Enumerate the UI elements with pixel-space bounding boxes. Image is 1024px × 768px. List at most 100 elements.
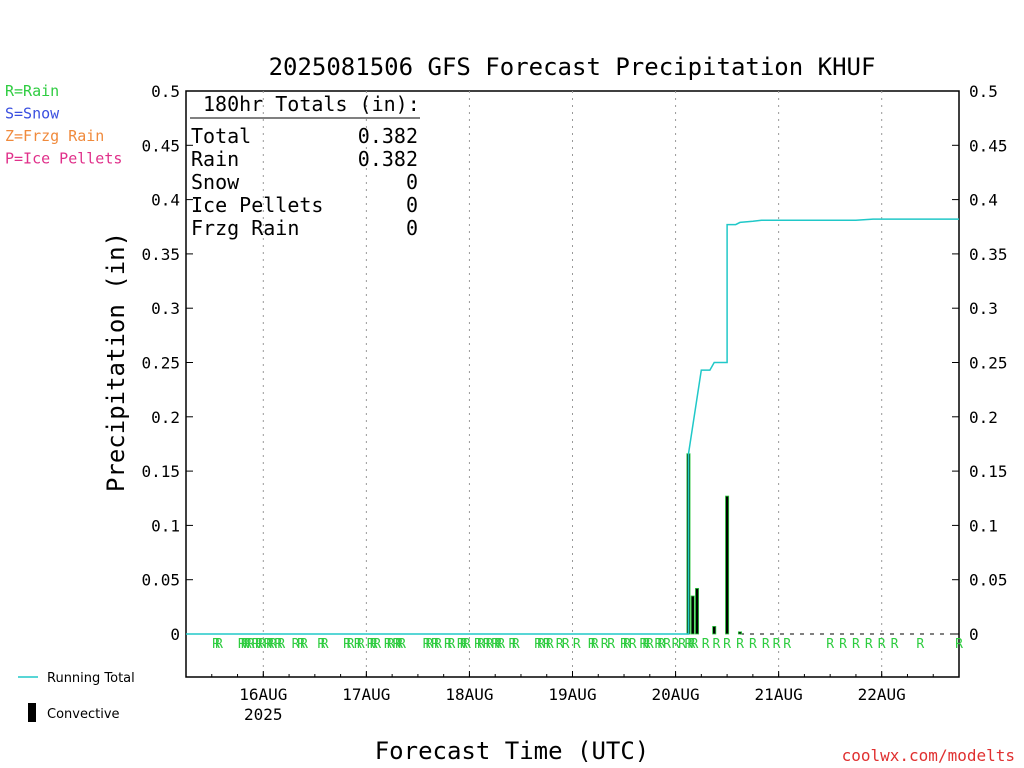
rain-marker: R [620,637,628,652]
rain-marker: R [573,637,581,652]
rain-marker: R [212,637,220,652]
rain-marker: R [215,637,223,652]
rain-marker: R [463,637,471,652]
rain-marker: R [591,637,599,652]
totals-box: 180hr Totals (in): Total 0.382 Rain 0.382 Sn… [190,92,420,240]
rain-marker: R [387,637,395,652]
rain-marker: R [321,637,329,652]
precip-type-legend: R=Rain S=Snow Z=Frzg Rain P=Ice Pellets [5,82,122,168]
rain-marker: R [543,637,551,652]
rain-marker: R [431,637,439,652]
rain-marker: R [258,637,266,652]
rain-marker: R [556,637,564,652]
rain-marker: R [773,637,781,652]
y-tick-label: 0.35 [141,245,180,264]
rain-marker: R [447,637,455,652]
series-legend: Running Total Convective [18,671,135,722]
rain-marker: R [663,637,671,652]
grid-lines [262,91,959,677]
x-tick-label: 21AUG [755,685,803,704]
rain-marker: R [639,637,647,652]
rain-marker: R [395,637,403,652]
rain-marker: R [691,637,699,652]
rain-marker: R [292,637,300,652]
rain-marker: R [839,637,847,652]
rain-marker: R [494,637,502,652]
rain-marker: R [300,637,308,652]
y-tick-label: 0.05 [969,571,1008,590]
x-tick-label: 20AUG [651,685,699,704]
y-tick-label: 0.4 [151,191,180,210]
running-total-line [186,218,959,635]
rain-marker: R [712,637,720,652]
rain-marker: R [277,637,285,652]
y-tick-label: 0.45 [969,136,1008,155]
totals-value: 0 [406,193,418,217]
x-tick-label: 18AUG [445,685,493,704]
rain-marker: R [736,637,744,652]
rain-marker: R [685,637,693,652]
rain-marker: R [370,637,378,652]
rain-marker: R [672,637,680,652]
y-tick-label: 0.2 [969,408,998,427]
rain-marker: R [607,637,615,652]
rain-marker: R [629,637,637,652]
x-tick-label: 17AUG [342,685,390,704]
totals-label: Ice Pellets [191,193,323,217]
totals-value: 0.382 [358,124,418,148]
rain-marker: R [367,637,375,652]
rain-marker: R [393,637,401,652]
rain-marker: R [444,637,452,652]
y-tick-label: 0.3 [151,299,180,318]
convective-bars [686,453,742,635]
rain-marker: R [955,637,963,652]
rain-marker: R [269,637,277,652]
rain-marker: R [347,637,355,652]
y-axis-left: 0 0.05 0.1 0.15 0.2 0.25 0.3 0.35 0.4 0.45 0.5 [141,82,193,644]
rain-marker: R [491,637,499,652]
totals-value: 0.382 [358,147,418,171]
rain-marker: R [826,637,834,652]
rain-marker: R [477,637,485,652]
totals-label: Total [191,124,251,148]
rain-marker: R [255,637,263,652]
rain-marker: R [434,637,442,652]
totals-value: 0 [406,170,418,194]
rain-marker: R [497,637,505,652]
rain-marker: R [852,637,860,652]
rain-marker: R [460,637,468,652]
rain-marker: R [426,637,434,652]
rain-marker: R [483,637,491,652]
rain-marker: R [357,637,365,652]
rain-marker: R [474,637,482,652]
rain-marker: R [762,637,770,652]
y-tick-label: 0 [969,625,979,644]
rain-marker: R [702,637,710,652]
y-tick-label: 0.4 [969,191,998,210]
totals-value: 0 [406,216,418,240]
convective-bar [725,495,730,635]
rain-marker: R [546,637,554,652]
rain-marker: R [916,637,924,652]
convective-bar [712,625,717,635]
rain-marker: R [623,637,631,652]
convective-bar [690,595,695,635]
ptype-legend-item: R=Rain [5,82,59,100]
rain-marker: R [654,637,662,652]
rain-marker: R [642,637,650,652]
rain-marker: R [274,637,282,652]
rain-marker: R [688,637,696,652]
totals-heading: 180hr Totals (in): [203,92,420,116]
rain-marker: R [373,637,381,652]
rain-marker: R [252,637,260,652]
rain-marker: R [508,637,516,652]
y-tick-label: 0.45 [141,136,180,155]
y-tick-label: 0.1 [151,516,180,535]
rain-marker: R [384,637,392,652]
rain-marker: R [266,637,274,652]
x-tick-label: 19AUG [548,685,596,704]
rain-marker: R [588,637,596,652]
